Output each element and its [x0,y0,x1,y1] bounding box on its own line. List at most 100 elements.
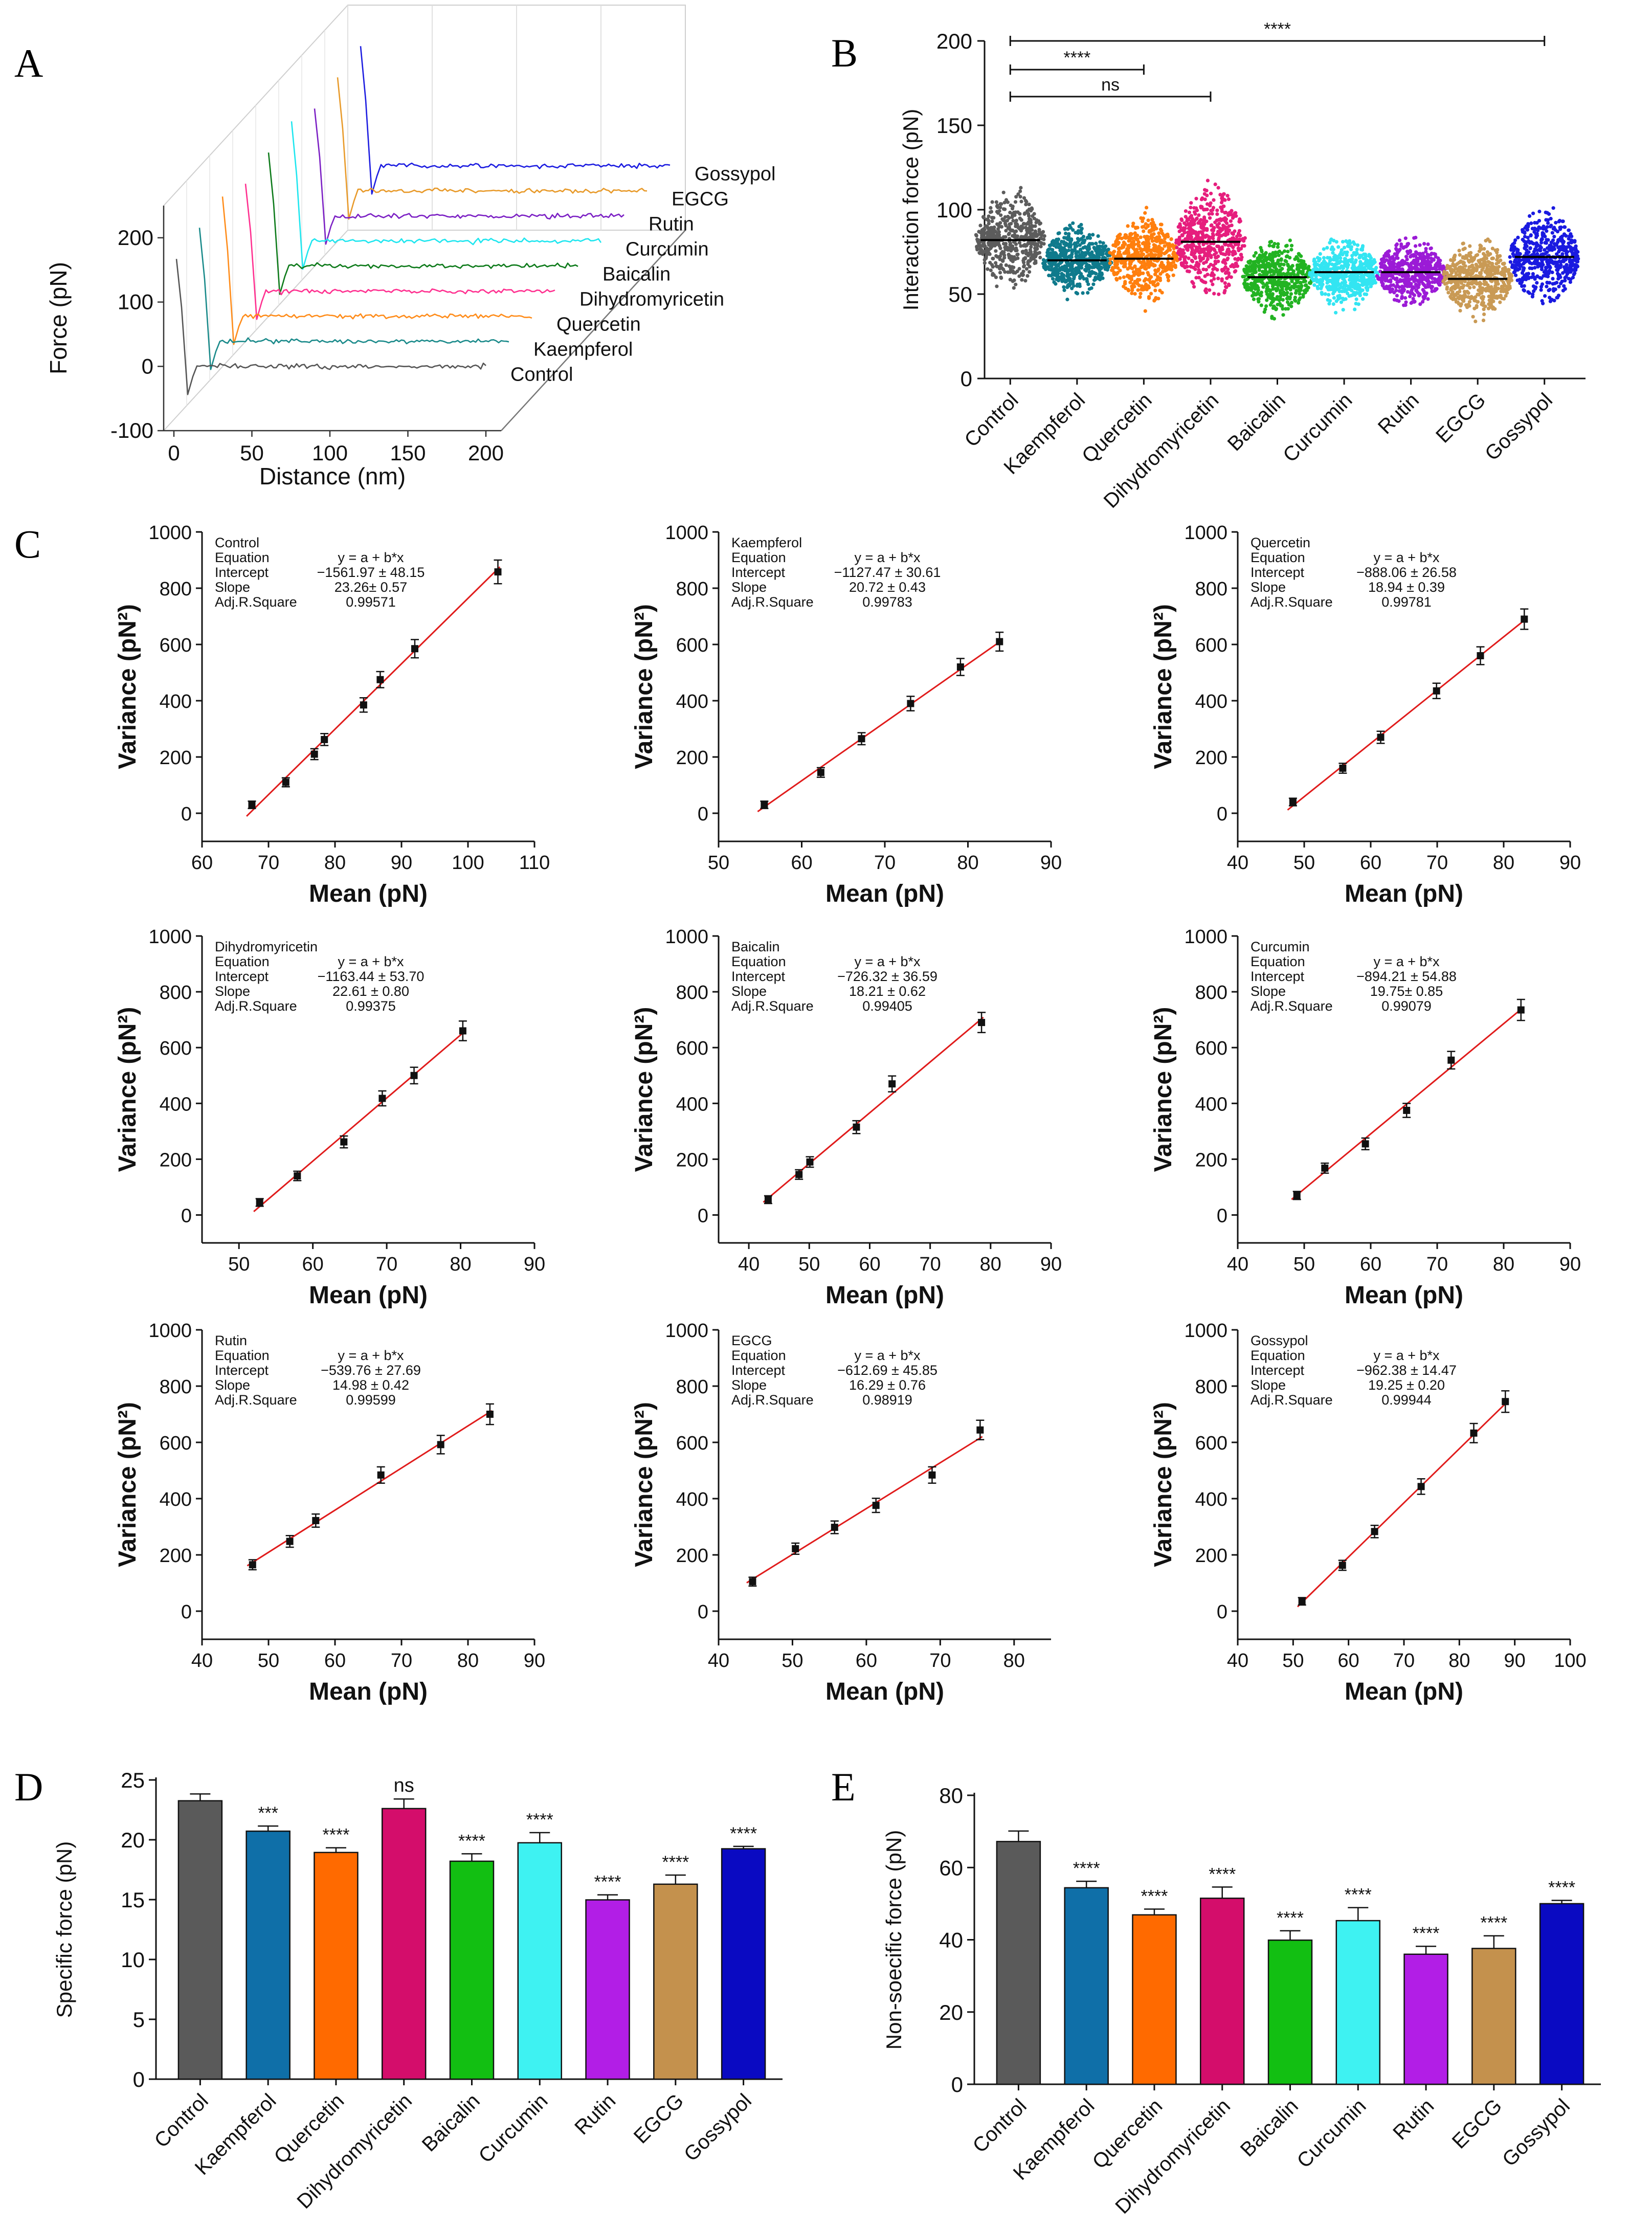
data-point [1506,285,1510,289]
data-point [1262,259,1266,263]
data-point [1531,292,1535,297]
data-point [1126,274,1130,278]
data-point [1325,285,1329,289]
data-point [1537,219,1542,223]
data-point [1259,294,1263,298]
x-axis-title: Distance (nm) [259,463,406,489]
data-point [1532,275,1536,279]
data-point [1022,196,1026,200]
data-point [1169,261,1173,265]
data-point [1350,254,1354,258]
data-point [1200,279,1204,283]
data-point [1570,261,1574,265]
data-point [1421,300,1425,304]
data-point [1432,252,1436,256]
slope-value: 18.94 ± 0.39 [1368,580,1445,595]
data-point [1158,228,1163,232]
data-point [1272,317,1276,321]
data-point [1289,248,1293,252]
data-point [1339,250,1343,255]
data-point [984,224,988,228]
data-point [1403,280,1407,285]
y-tick-label: 0 [181,804,192,825]
x-axis-title: Mean (pN) [1345,880,1463,907]
data-point [1350,266,1354,270]
data-point [1568,280,1572,284]
data-point [1303,265,1307,270]
data-point [1540,299,1544,303]
data-point [1319,280,1323,284]
data-point [1182,231,1187,235]
data-point [1414,250,1418,254]
y-tick-label: 400 [676,691,708,712]
data-point [1189,237,1193,241]
data-point [1202,261,1206,265]
data-point [1223,271,1227,275]
data-point [1344,297,1348,301]
data-point [1262,271,1266,275]
y-tick-label: 1000 [665,522,708,544]
data-point [1133,279,1137,284]
data-point [1205,257,1210,261]
data-point [1225,194,1230,198]
data-point [1278,297,1282,301]
data-point [1241,237,1245,241]
data-point [1408,264,1413,269]
data-point [981,215,986,219]
data-point [1490,297,1494,301]
data-point [1100,253,1104,257]
data-point [1490,279,1494,283]
data-point [1413,254,1418,258]
x-tick-label: 90 [391,852,412,874]
data-point [1550,260,1554,265]
data-point [1429,256,1433,260]
data-point [1422,283,1426,287]
y-tick-label: -100 [110,418,153,442]
data-point [1268,289,1273,293]
series-label: Dihydromyricetin [579,288,724,310]
data-point [1362,252,1366,256]
data-point [1151,262,1155,266]
data-point [1352,284,1356,288]
data-point [1075,270,1079,274]
data-point [1222,197,1226,202]
data-point [1490,247,1494,251]
data-point [956,663,964,671]
data-point [1243,285,1247,289]
data-point [1194,196,1198,200]
data-point [1205,254,1210,258]
data-point [1163,244,1167,248]
data-point [1209,262,1213,266]
data-point [1471,258,1476,262]
data-point [1442,270,1446,274]
data-point [1382,254,1387,258]
data-point [1478,284,1482,288]
data-point [1487,295,1491,299]
data-point [1180,218,1184,222]
data-point [1411,292,1415,296]
data-point [1424,291,1428,295]
data-point [994,249,998,253]
data-point [1430,289,1434,294]
data-point [1189,206,1193,210]
data-point [1344,258,1348,262]
data-point [1546,221,1550,225]
data-point [1328,287,1332,292]
adj-r2-value: 0.99571 [346,594,396,610]
data-point [1087,287,1091,291]
data-point [1467,265,1471,269]
data-point [1187,256,1191,260]
data-point [1064,231,1068,235]
data-point [1236,258,1240,262]
data-point [1422,297,1426,301]
data-point [1079,248,1083,252]
data-point [1062,288,1066,293]
data-point [1311,279,1315,283]
data-point [1086,282,1090,286]
x-tick-label: 100 [452,852,484,874]
data-point [1001,235,1006,239]
data-point [1561,219,1565,224]
data-point [1498,295,1503,299]
data-point [1356,275,1360,279]
slope-value: 20.72 ± 0.43 [849,580,926,595]
